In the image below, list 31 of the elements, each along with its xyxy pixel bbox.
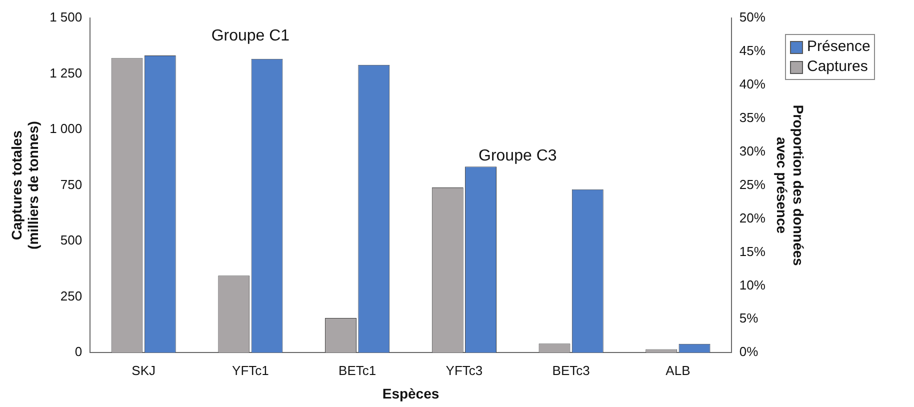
legend-label: Captures <box>807 57 868 77</box>
y2-tick-label: 35% <box>739 110 766 125</box>
y2-tick-label: 0% <box>739 344 759 360</box>
y-tick-label: 750 <box>60 176 82 192</box>
y2-tick-label: 20% <box>739 210 766 226</box>
y2-tick-label: 15% <box>739 244 766 259</box>
x-axis-title: Espèces <box>382 385 440 402</box>
y-tick-label: 1 500 <box>50 10 82 25</box>
x-tick-label: BETc3 <box>552 362 590 378</box>
x-tick-label: YFTc3 <box>446 362 483 378</box>
y2-tick-label: 5% <box>739 310 759 326</box>
y-tick-label: 250 <box>60 288 82 304</box>
x-tick-label: SKJ <box>132 362 156 378</box>
x-tick-label: YFTc1 <box>232 362 269 378</box>
y-tick-label: 1 000 <box>50 121 82 136</box>
annotation: Groupe C3 <box>478 148 557 165</box>
y2-tick-label: 50% <box>739 10 766 25</box>
x-tick-label: BETc1 <box>338 362 376 378</box>
y-tick-label: 1 250 <box>50 65 82 80</box>
y-tick-label: 500 <box>60 232 82 248</box>
y2-tick-label: 30% <box>739 143 766 158</box>
y2-axis-title: Proportion des données avec présence <box>774 104 807 266</box>
legend-label: Présence <box>807 37 870 57</box>
y2-tick-label: 40% <box>739 76 766 92</box>
annotation: Groupe C1 <box>211 27 290 44</box>
y-tick-label: 0 <box>74 344 82 360</box>
x-tick-label: ALB <box>666 362 690 378</box>
y2-tick-label: 45% <box>739 43 766 58</box>
y-axis-title: Captures totales (milliers de tonnes) <box>8 121 42 250</box>
y2-tick-label: 10% <box>739 277 766 292</box>
y2-tick-label: 25% <box>739 176 766 192</box>
